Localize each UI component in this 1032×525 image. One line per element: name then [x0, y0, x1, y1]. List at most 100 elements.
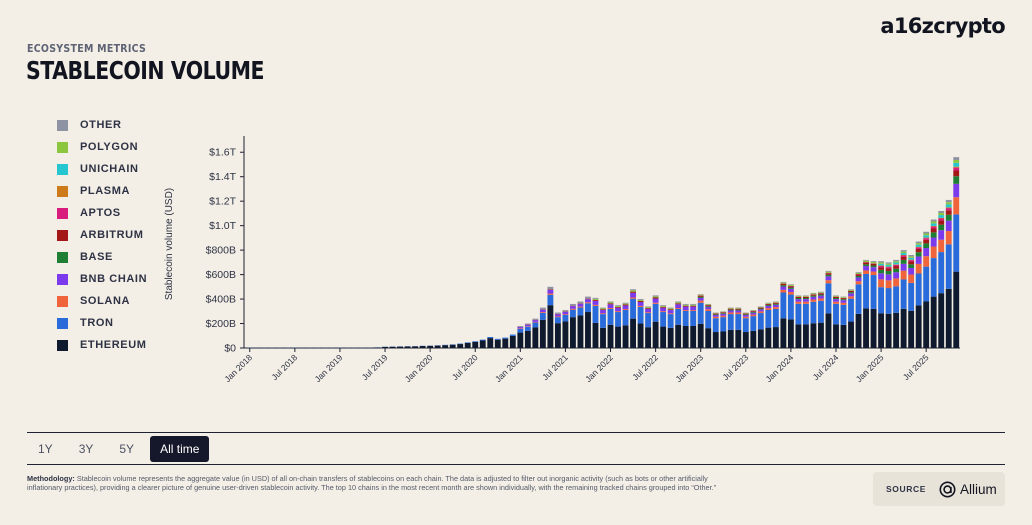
tab-all-time[interactable]: All time: [150, 436, 210, 462]
legend-item-solana[interactable]: SOLANA: [57, 290, 147, 312]
bar-segment-ethereum: [585, 312, 591, 348]
bar-segment-ethereum: [825, 313, 832, 348]
bar-segment-solana: [660, 311, 667, 313]
legend-item-arbitrum[interactable]: ARBITRUM: [57, 224, 147, 246]
bar-segment-unichain: [900, 253, 907, 256]
bar-segment-bnb-chain: [930, 237, 937, 247]
tab-3y[interactable]: 3Y: [78, 442, 94, 456]
x-tick-label: Jan 2024: [764, 352, 796, 384]
bar-segment-polygon: [690, 304, 697, 306]
bar-segment-aptos: [953, 167, 960, 171]
bar-segment-tron: [615, 312, 621, 327]
bar-segment-other: [532, 318, 539, 320]
bar-segment-base: [855, 275, 862, 278]
legend-item-unichain[interactable]: UNICHAIN: [57, 158, 147, 180]
legend-item-aptos[interactable]: APTOS: [57, 202, 147, 224]
bar-segment-bnb-chain: [607, 304, 614, 309]
bar-segment-other: [803, 295, 809, 296]
tab-5y[interactable]: 5Y: [119, 442, 135, 456]
bar-segment-arbitrum: [787, 286, 794, 288]
bar-segment-ethereum: [757, 329, 764, 348]
bar-segment-solana: [825, 280, 832, 284]
bar-segment-polygon: [803, 295, 809, 297]
bar-segment-bnb-chain: [585, 299, 591, 303]
bar-segment-solana: [848, 296, 854, 299]
bar-segment-tron: [667, 314, 674, 328]
legend-item-tron[interactable]: TRON: [57, 312, 147, 334]
bar-segment-solana: [637, 305, 644, 307]
bar-segment-base: [772, 303, 779, 305]
bar-segment-ethereum: [509, 335, 516, 348]
bar-segment-solana: [900, 270, 907, 280]
bar-segment-bnb-chain: [697, 297, 704, 301]
x-tick-label: Jul 2021: [540, 352, 570, 382]
bar-segment-bnb-chain: [742, 315, 749, 317]
legend-item-other[interactable]: OTHER: [57, 114, 147, 136]
tab-1y[interactable]: 1Y: [38, 442, 53, 456]
bar-segment-base: [705, 306, 712, 308]
x-tick-label: Jan 2022: [583, 352, 615, 384]
x-tick-label: Jul 2018: [269, 352, 299, 382]
bar-segment-arbitrum: [585, 298, 591, 300]
bar-segment-base: [953, 176, 960, 184]
bar-segment-arbitrum: [682, 305, 689, 307]
bar-segment-arbitrum: [720, 312, 727, 314]
y-tick-label: $600B: [206, 269, 236, 281]
bar-segment-other: [908, 255, 915, 257]
bar-segment-arbitrum: [780, 283, 787, 286]
bar-segment-ethereum: [878, 313, 885, 348]
bar-segment-solana: [885, 280, 892, 289]
bar-segment-other: [795, 295, 802, 296]
bar-segment-arbitrum: [938, 220, 945, 225]
bar-segment-solana: [697, 300, 704, 303]
legend-item-ethereum[interactable]: ETHEREUM: [57, 334, 147, 356]
bar-segment-solana: [682, 310, 689, 311]
bar-segment-polygon: [607, 302, 614, 304]
bar-segment-solana: [818, 298, 824, 301]
bar-segment-ethereum: [705, 328, 712, 348]
bar-segment-ethereum: [750, 330, 757, 348]
bar-segment-ethereum: [675, 324, 682, 348]
bar-segment-ethereum: [464, 342, 471, 348]
legend-item-plasma[interactable]: PLASMA: [57, 180, 147, 202]
bar-segment-base: [870, 265, 877, 268]
legend-item-polygon[interactable]: POLYGON: [57, 136, 147, 158]
bar-segment-tron: [712, 318, 719, 333]
bar-segment-polygon: [878, 262, 885, 264]
bar-segment-tron: [592, 305, 599, 323]
bar-segment-tron: [509, 334, 516, 336]
bar-segment-unichain: [885, 264, 892, 267]
x-tick-label: Jan 2020: [403, 352, 435, 384]
legend-item-base[interactable]: BASE: [57, 246, 147, 268]
bar-segment-tron: [479, 339, 486, 341]
bar-segment-ethereum: [397, 346, 403, 348]
bar-segment-bnb-chain: [878, 273, 885, 280]
bar-segment-solana: [675, 308, 682, 309]
y-tick-label: $0: [224, 343, 236, 355]
bar-segment-aptos: [915, 247, 922, 250]
x-tick-label: Jan 2018: [222, 352, 254, 384]
bar-segment-tron: [840, 304, 847, 325]
eyebrow-label: ECOSYSTEM METRICS: [27, 43, 147, 55]
legend-item-bnb-chain[interactable]: BNB CHAIN: [57, 268, 147, 290]
bar-segment-solana: [720, 315, 727, 318]
bar-segment-bnb-chain: [600, 310, 606, 314]
bar-segment-tron: [607, 308, 614, 325]
bar-segment-ethereum: [592, 322, 599, 348]
bar-segment-polygon: [787, 285, 794, 286]
bar-segment-ethereum: [923, 301, 930, 348]
bar-segment-solana: [878, 279, 885, 288]
source-badge[interactable]: SOURCE Allium: [873, 472, 1005, 506]
bar-segment-bnb-chain: [660, 307, 667, 312]
x-tick-label: Jul 2022: [630, 352, 660, 382]
bar-segment-solana: [810, 299, 817, 302]
bar-segment-other: [682, 303, 689, 305]
bar-segment-ethereum: [772, 327, 779, 348]
bar-segment-ethereum: [660, 326, 667, 348]
bar-segment-polygon: [630, 290, 636, 292]
bar-segment-bnb-chain: [532, 320, 539, 322]
bar-segment-ethereum: [577, 315, 584, 348]
bar-segment-polygon: [622, 303, 629, 305]
bar-segment-other: [615, 305, 621, 307]
bar-segment-ethereum: [915, 305, 922, 348]
